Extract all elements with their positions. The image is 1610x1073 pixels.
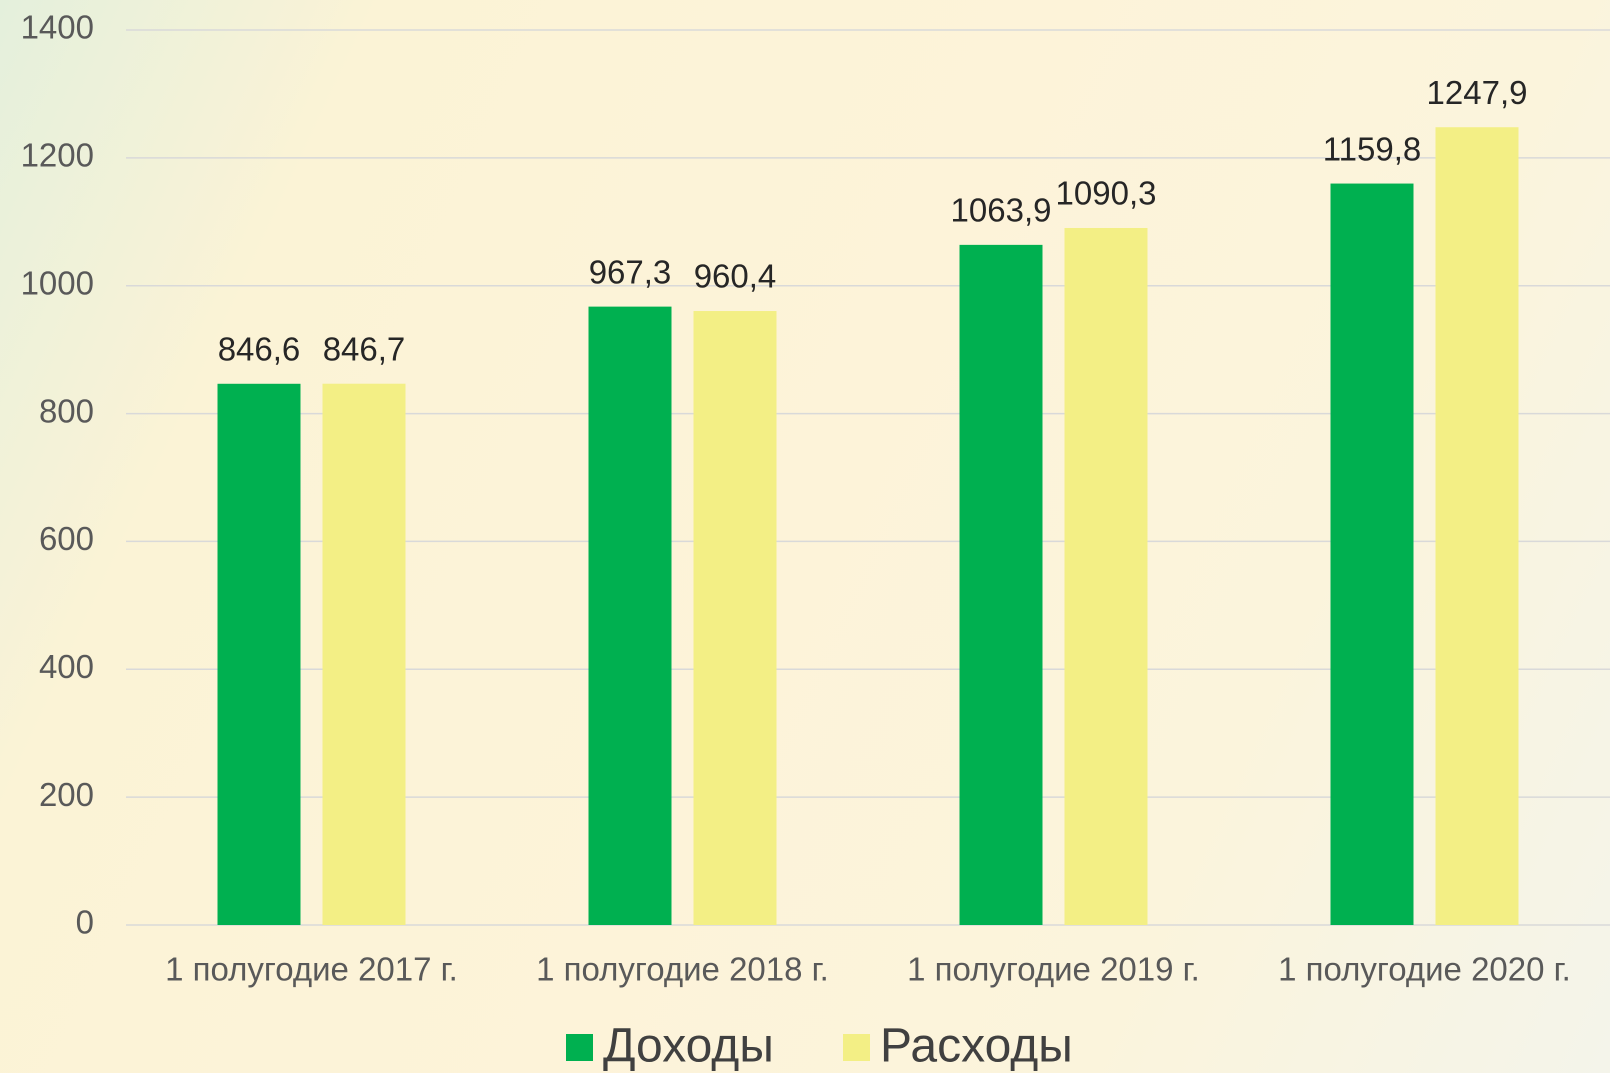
x-tick-label: 1 полугодие 2018 г. [536, 951, 829, 988]
legend-swatch [843, 1034, 870, 1061]
value-label: 1063,9 [951, 192, 1052, 229]
bar [1435, 127, 1519, 926]
bar [588, 306, 672, 926]
bar [1330, 183, 1414, 926]
y-tick-label: 600 [39, 520, 94, 557]
y-tick-label: 400 [39, 648, 94, 685]
x-tick-label: 1 полугодие 2019 г. [907, 951, 1200, 988]
legend-label: Доходы [603, 1020, 774, 1073]
y-tick-label: 1400 [21, 9, 94, 46]
legend-label: Расходы [880, 1020, 1073, 1073]
value-label: 1247,9 [1427, 74, 1528, 111]
legend-swatch [566, 1034, 593, 1061]
bar [322, 383, 406, 925]
y-tick-label: 1200 [21, 137, 94, 174]
y-tick-label: 0 [76, 904, 94, 941]
bar [217, 383, 301, 925]
y-tick-label: 1000 [21, 264, 94, 301]
value-label: 960,4 [694, 258, 777, 295]
x-tick-label: 1 полугодие 2017 г. [165, 951, 458, 988]
value-label: 846,7 [323, 330, 406, 367]
value-label: 967,3 [589, 253, 672, 290]
value-label: 1159,8 [1323, 130, 1421, 167]
bar [693, 311, 777, 925]
bar [1064, 227, 1148, 925]
x-tick-label: 1 полугодие 2020 г. [1278, 951, 1571, 988]
value-label: 1090,3 [1056, 175, 1157, 212]
bar [959, 244, 1043, 926]
y-tick-label: 200 [39, 776, 94, 813]
y-tick-label: 800 [39, 392, 94, 429]
value-label: 846,6 [218, 330, 301, 367]
